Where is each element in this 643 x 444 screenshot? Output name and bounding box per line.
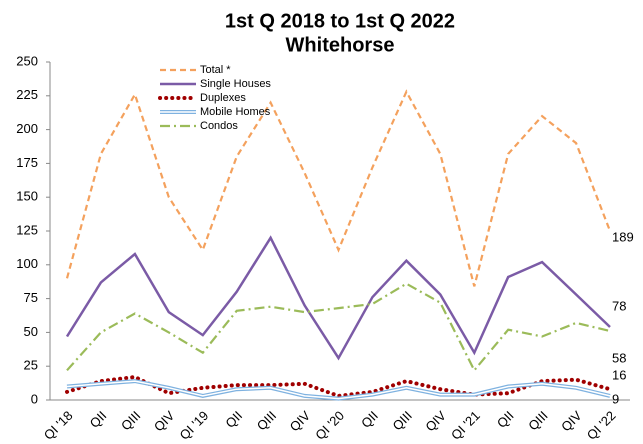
series-line <box>65 235 611 361</box>
annotation: 78 <box>612 298 626 313</box>
x-tick-label: QIII <box>390 408 415 433</box>
y-tick-label: 200 <box>16 121 38 136</box>
y-tick-label: 225 <box>16 87 38 102</box>
x-tick-label: QII <box>358 408 381 431</box>
y-tick-label: 125 <box>16 222 38 237</box>
x-tick-label: QII <box>494 408 517 431</box>
y-tick-label: 250 <box>16 53 38 68</box>
annotation: 189 <box>612 229 634 244</box>
x-tick-label: QIII <box>118 408 143 433</box>
x-tick-label: QIV <box>422 408 449 435</box>
annotation: 16 <box>612 367 626 382</box>
x-tick-label: QIII <box>254 408 279 433</box>
x-tick-label: QIV <box>558 408 585 435</box>
legend-label: Duplexes <box>200 92 246 104</box>
x-tick-label: QI '19 <box>176 408 211 443</box>
legend-label: Mobile Homes <box>200 106 271 118</box>
y-tick-label: 100 <box>16 256 38 271</box>
y-tick-label: 150 <box>16 189 38 204</box>
x-tick-label: QIII <box>525 408 550 433</box>
x-tick-label: QII <box>222 408 245 431</box>
x-tick-label: QIV <box>287 408 314 435</box>
series-line <box>66 282 611 373</box>
legend-label: Total * <box>200 64 231 76</box>
chart-title: 1st Q 2018 to 1st Q 2022 <box>225 10 455 32</box>
legend-label: Condos <box>200 120 238 132</box>
y-tick-label: 50 <box>24 324 38 339</box>
series-line <box>65 89 612 287</box>
annotation: 9 <box>612 391 619 406</box>
x-tick-label: QIV <box>151 408 178 435</box>
y-tick-label: 175 <box>16 155 38 170</box>
legend-label: Single Houses <box>200 78 271 90</box>
y-tick-label: 0 <box>31 391 38 406</box>
y-tick-label: 25 <box>24 358 38 373</box>
y-tick-label: 75 <box>24 290 38 305</box>
chart-subtitle: Whitehorse <box>286 34 395 56</box>
series-line <box>65 374 612 398</box>
x-tick-label: QI '18 <box>41 408 76 443</box>
x-tick-label: QII <box>87 408 110 431</box>
x-tick-label: QI '22 <box>584 408 619 443</box>
x-tick-label: QI '20 <box>312 408 347 443</box>
annotation: 58 <box>612 350 626 365</box>
x-tick-label: QI '21 <box>448 408 483 443</box>
series-line-inner <box>66 380 611 400</box>
